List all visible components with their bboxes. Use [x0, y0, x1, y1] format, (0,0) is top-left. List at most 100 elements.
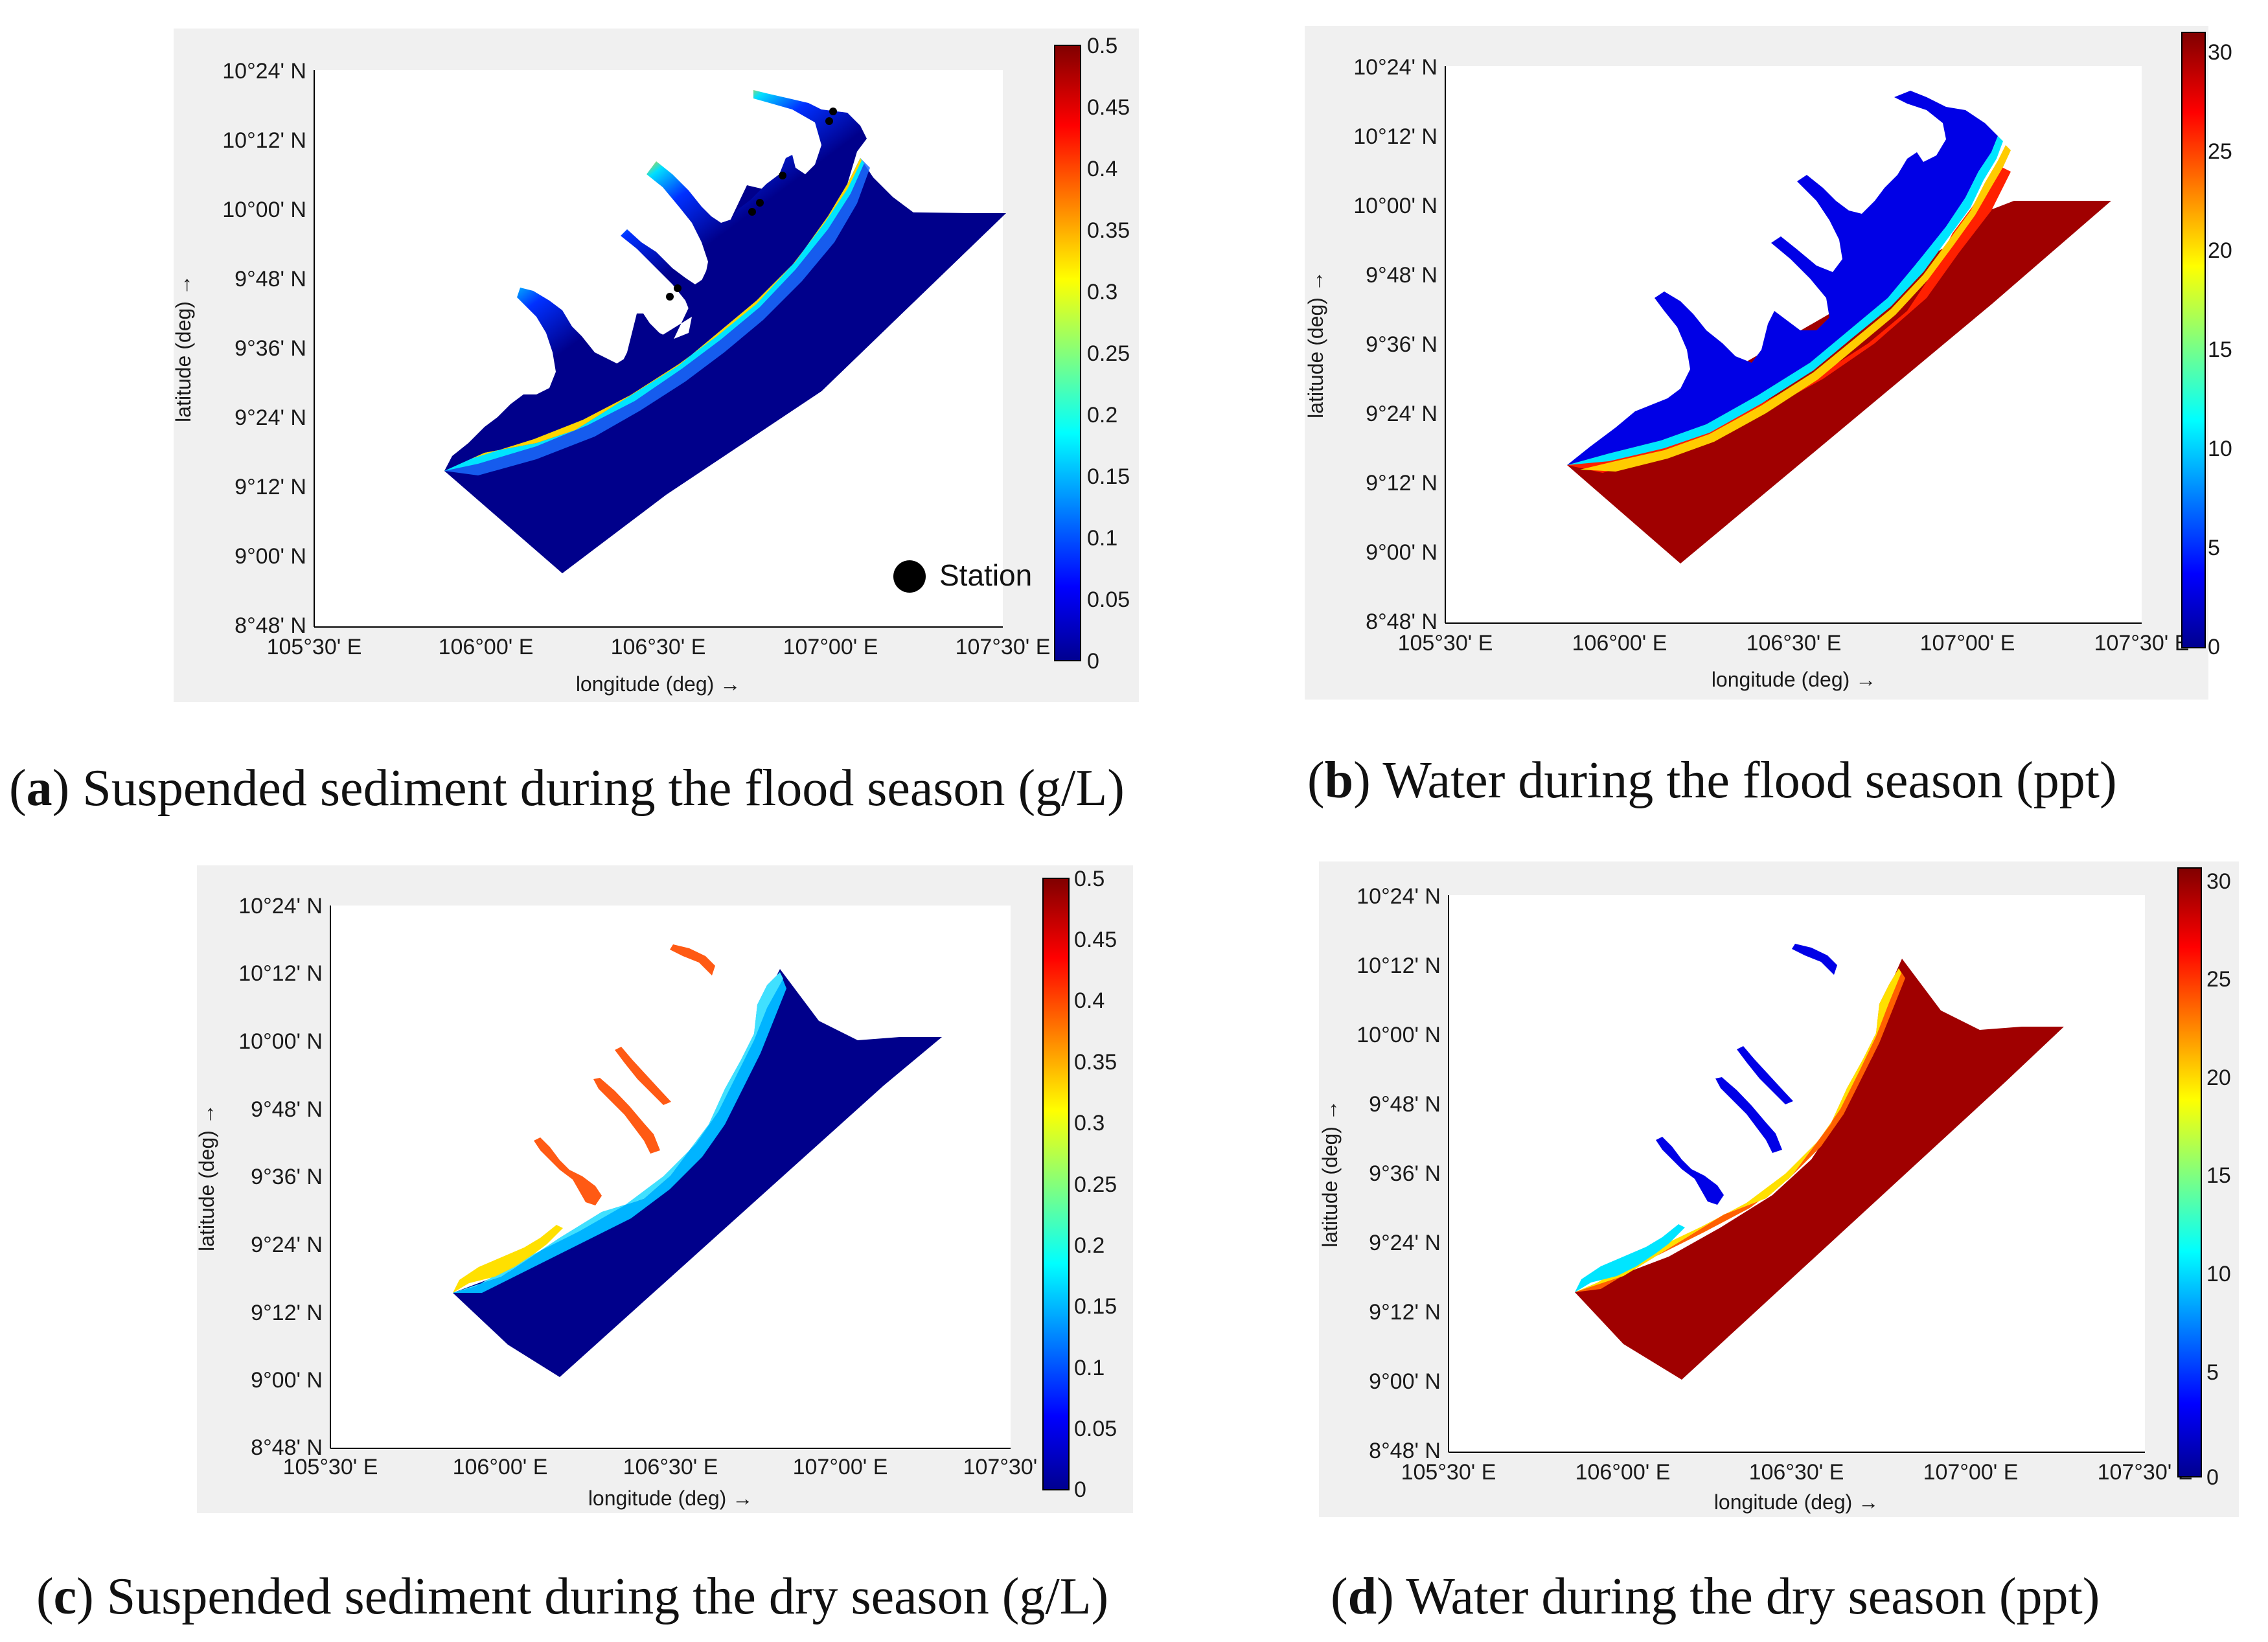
colorbar-ticks: 0.5 0.45 0.4 0.35 0.3 0.25 0.2 0.15 0.1 …: [1074, 867, 1117, 1502]
station-marker: [756, 199, 764, 207]
colorbar-tick: 0.4: [1087, 157, 1117, 181]
colorbar-tick: 30: [2206, 869, 2231, 894]
colorbar-tick: 0: [1087, 649, 1099, 674]
lon-tick: 106°00' E: [1572, 631, 1667, 656]
lat-tick: 9°00' N: [251, 1368, 323, 1393]
lon-tick: 105°30' E: [1398, 631, 1493, 656]
caption-a: (a) Suspended sediment during the flood …: [9, 760, 1125, 817]
sea-fill: [1575, 959, 2064, 1380]
station-marker: [674, 284, 682, 292]
lat-tick-labels: 10°24' N 10°12' N 10°00' N 9°48' N 9°36'…: [1353, 55, 1438, 634]
lat-tick: 10°00' N: [1353, 194, 1438, 218]
lon-tick: 107°30' E: [956, 635, 1051, 659]
lat-tick: 9°36' N: [251, 1165, 323, 1189]
lon-tick: 107°00' E: [1923, 1460, 2019, 1485]
station-legend-label: Station: [939, 558, 1032, 592]
lon-tick: 107°30' E: [2094, 631, 2190, 656]
sea-fill: [453, 969, 942, 1377]
lat-tick: 10°00' N: [238, 1029, 323, 1054]
colorbar-tick: 15: [2206, 1163, 2231, 1188]
lat-tick: 10°12' N: [238, 961, 323, 986]
lon-tick: 106°30' E: [1747, 631, 1842, 656]
lat-tick: 10°24' N: [222, 59, 306, 84]
colorbar-tick: 0.25: [1087, 341, 1130, 366]
colorbar-tick: 0.15: [1087, 464, 1130, 489]
lon-tick: 107°00' E: [1920, 631, 2015, 656]
map-figure-c: 10°24' N 10°12' N 10°00' N 9°48' N 9°36'…: [197, 865, 1133, 1513]
lat-tick: 9°36' N: [1366, 332, 1438, 357]
y-axis-label: latitude (deg) →: [1319, 1100, 1342, 1248]
lon-tick: 106°30' E: [1749, 1460, 1844, 1485]
map-panel-b: 10°24' N 10°12' N 10°00' N 9°48' N 9°36'…: [1305, 26, 2208, 700]
lat-tick: 9°12' N: [251, 1301, 323, 1325]
caption-b: (b) Water during the flood season (ppt): [1307, 752, 2117, 809]
lat-tick: 8°48' N: [235, 613, 306, 638]
colorbar: [1042, 878, 1070, 1490]
lon-tick: 107°00' E: [793, 1455, 888, 1479]
lat-tick: 10°12' N: [1357, 953, 1441, 978]
colorbar-tick: 25: [2206, 967, 2231, 992]
lon-tick: 105°30' E: [267, 635, 362, 659]
lat-tick: 9°12' N: [235, 475, 306, 499]
x-axis-label: longitude (deg) →: [588, 1487, 753, 1510]
colorbar-tick: 0: [2208, 635, 2220, 659]
lat-tick-labels: 10°24' N 10°12' N 10°00' N 9°48' N 9°36'…: [222, 59, 306, 638]
colorbar-ticks: 0.5 0.45 0.4 0.35 0.3 0.25 0.2 0.15 0.1 …: [1087, 34, 1130, 674]
lon-tick: 107°30' E: [2098, 1460, 2193, 1485]
sea-fill: [444, 158, 1006, 573]
colorbar-tick: 0.1: [1074, 1356, 1105, 1380]
colorbar-labels-b: 30 25 20 15 10 5 0: [2208, 40, 2232, 659]
colorbar-tick: 0.35: [1074, 1050, 1117, 1075]
lat-tick: 10°24' N: [1357, 884, 1441, 909]
lat-tick: 9°36' N: [1369, 1161, 1441, 1186]
station-marker: [748, 208, 756, 216]
colorbar-tick: 0.15: [1074, 1294, 1117, 1319]
lat-tick: 9°12' N: [1366, 471, 1438, 496]
lat-tick: 8°48' N: [1366, 610, 1438, 634]
model-domain: [444, 90, 867, 471]
lat-tick: 9°00' N: [1369, 1369, 1441, 1394]
colorbar-tick: 0: [1074, 1477, 1086, 1502]
sea-fill: [1567, 201, 2111, 564]
lat-tick: 10°12' N: [1353, 124, 1438, 149]
lon-tick-labels: 105°30' E 106°00' E 106°30' E 107°00' E …: [283, 1455, 1059, 1479]
colorbar-tick: 0.45: [1087, 95, 1130, 120]
map-panel-c: 10°24' N 10°12' N 10°00' N 9°48' N 9°36'…: [197, 865, 1133, 1513]
coastal-yellow-strip: [453, 1225, 563, 1293]
colorbar-tick: 0.3: [1074, 1111, 1105, 1135]
lat-tick: 10°12' N: [222, 128, 306, 153]
colorbar-tick: 0.1: [1087, 526, 1117, 551]
x-axis-label: longitude (deg) →: [576, 672, 740, 696]
lat-tick: 9°24' N: [251, 1233, 323, 1257]
map-panel-a: Station 10°24' N 10°12' N 10°00' N 9°48'…: [174, 29, 1139, 702]
model-domain: [1567, 91, 1998, 465]
lon-tick-labels: 105°30' E 106°00' E 106°30' E 107°00' E …: [1398, 631, 2190, 656]
lat-tick: 9°12' N: [1369, 1300, 1441, 1325]
map-figure-d: 10°24' N 10°12' N 10°00' N 9°48' N 9°36'…: [1319, 861, 2239, 1517]
colorbar-tick: 0.5: [1074, 867, 1105, 891]
y-axis-label: latitude (deg) →: [1305, 271, 1327, 418]
colorbar-tick: 30: [2208, 40, 2232, 65]
colorbar-tick: 0.2: [1074, 1233, 1105, 1258]
colorbar-tick: 5: [2206, 1360, 2219, 1385]
lat-tick: 10°24' N: [238, 894, 323, 918]
station-marker: [666, 293, 674, 301]
colorbar-tick: 15: [2208, 337, 2232, 362]
lon-tick: 106°00' E: [1575, 1460, 1671, 1485]
colorbar-tick: 0.05: [1087, 587, 1130, 612]
colorbar-tick: 0: [2206, 1465, 2219, 1490]
y-axis-label: latitude (deg) →: [197, 1104, 218, 1251]
lat-tick: 10°00' N: [1357, 1023, 1441, 1047]
colorbar-tick: 0.3: [1087, 280, 1117, 304]
colorbar-tick: 0.2: [1087, 403, 1117, 428]
map-figure-b: 10°24' N 10°12' N 10°00' N 9°48' N 9°36'…: [1305, 26, 2208, 700]
colorbar: [1054, 45, 1081, 661]
colorbar-tick: 0.4: [1074, 988, 1105, 1013]
colorbar-tick: 10: [2206, 1262, 2231, 1286]
lat-tick-labels: 10°24' N 10°12' N 10°00' N 9°48' N 9°36'…: [238, 894, 323, 1460]
lat-tick: 9°48' N: [1366, 263, 1438, 288]
lon-tick: 107°00' E: [783, 635, 878, 659]
station-legend-dot: [893, 560, 926, 593]
colorbar-tick: 5: [2208, 536, 2220, 560]
lon-tick: 106°30' E: [611, 635, 706, 659]
